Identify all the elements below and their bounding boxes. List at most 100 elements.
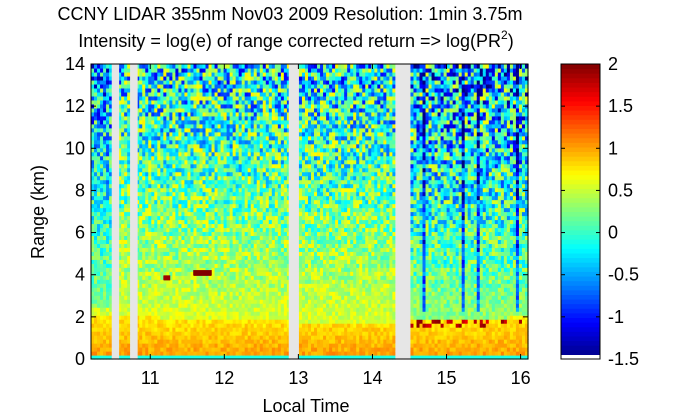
- heatmap-cell: [256, 115, 261, 121]
- heatmap-cell: [217, 195, 222, 201]
- heatmap-cell: [277, 323, 282, 328]
- heatmap-cell: [277, 243, 282, 248]
- heatmap-cell: [205, 299, 210, 304]
- heatmap-cell: [166, 83, 170, 89]
- heatmap-cell: [208, 263, 213, 268]
- heatmap-cell: [265, 167, 270, 173]
- heatmap-cell: [157, 195, 161, 201]
- heatmap-cell: [274, 83, 279, 89]
- heatmap-cell: [166, 195, 170, 201]
- heatmap-cell: [241, 179, 246, 185]
- heatmap-cell: [238, 171, 243, 177]
- heatmap-cell: [235, 299, 240, 304]
- heatmap-cell: [220, 247, 225, 252]
- heatmap-cell: [220, 87, 225, 93]
- heatmap-cell: [187, 291, 192, 296]
- heatmap-cell: [274, 123, 279, 129]
- heatmap-cell: [145, 127, 149, 133]
- heatmap-cell: [166, 175, 170, 181]
- heatmap-cell: [214, 87, 219, 93]
- heatmap-cell: [109, 203, 113, 209]
- heatmap-cell: [118, 147, 122, 153]
- heatmap-cell: [280, 275, 285, 280]
- heatmap-cell: [205, 335, 210, 340]
- heatmap-cell: [211, 327, 216, 332]
- heatmap-cell: [238, 251, 243, 256]
- heatmap-cell: [166, 271, 170, 276]
- heatmap-cell: [166, 139, 170, 145]
- heatmap-cell: [97, 211, 101, 217]
- heatmap-cell: [193, 71, 198, 77]
- heatmap-cell: [100, 115, 104, 121]
- heatmap-cell: [205, 311, 210, 316]
- heatmap-cell: [274, 191, 279, 197]
- heatmap-cell: [238, 223, 243, 229]
- heatmap-cell: [199, 115, 204, 121]
- heatmap-cell: [139, 347, 143, 352]
- heatmap-cell: [265, 255, 270, 260]
- heatmap-cell: [154, 95, 158, 101]
- heatmap-cell: [100, 283, 104, 288]
- heatmap-cell: [244, 155, 249, 161]
- heatmap-cell: [211, 67, 216, 73]
- heatmap-cell: [145, 287, 149, 292]
- heatmap-cell: [277, 347, 282, 352]
- heatmap-cell: [247, 107, 252, 113]
- heatmap-cell: [196, 95, 201, 101]
- heatmap-cell: [136, 119, 140, 125]
- heatmap-cell: [241, 295, 246, 300]
- heatmap-cell: [235, 99, 240, 105]
- heatmap-cell: [226, 163, 231, 169]
- heatmap-cell: [271, 159, 276, 165]
- heatmap-cell: [190, 231, 195, 237]
- heatmap-cell: [148, 203, 152, 209]
- heatmap-cell: [97, 339, 101, 344]
- heatmap-cell: [202, 207, 207, 213]
- heatmap-cell: [232, 83, 237, 89]
- heatmap-cell: [151, 347, 155, 352]
- heatmap-cell: [223, 151, 228, 157]
- heatmap-cell: [271, 211, 276, 217]
- heatmap-cell: [103, 279, 107, 284]
- heatmap-cell: [172, 287, 176, 292]
- heatmap-cell: [280, 119, 285, 125]
- heatmap-cell: [214, 255, 219, 260]
- heatmap-cell: [226, 287, 231, 292]
- heatmap-cell: [193, 179, 198, 185]
- heatmap-cell: [223, 247, 228, 252]
- heatmap-cell: [238, 307, 243, 312]
- heatmap-cell: [283, 295, 288, 300]
- heatmap-cell: [154, 247, 158, 252]
- heatmap-cell: [247, 287, 252, 292]
- heatmap-cell: [94, 275, 98, 280]
- heatmap-cell: [205, 327, 210, 332]
- heatmap-cell: [127, 267, 131, 272]
- heatmap-cell: [250, 207, 255, 213]
- heatmap-cell: [274, 75, 279, 81]
- heatmap-cell: [166, 143, 170, 149]
- heatmap-cell: [256, 67, 261, 73]
- heatmap-cell: [274, 307, 279, 312]
- heatmap-cell: [196, 135, 201, 141]
- heatmap-cell: [91, 227, 95, 233]
- heatmap-cell: [100, 95, 104, 101]
- heatmap-cell: [103, 64, 107, 69]
- heatmap-cell: [178, 147, 183, 153]
- heatmap-cell: [208, 351, 213, 356]
- heatmap-cell: [136, 71, 140, 77]
- heatmap-cell: [238, 287, 243, 292]
- heatmap-cell: [259, 219, 264, 225]
- heatmap-cell: [178, 107, 183, 113]
- heatmap-cell: [286, 323, 291, 328]
- heatmap-cell: [91, 175, 95, 181]
- heatmap-cell: [139, 215, 143, 221]
- heatmap-cell: [229, 243, 234, 248]
- heatmap-cell: [106, 271, 110, 276]
- heatmap-cell: [163, 283, 167, 288]
- heatmap-cell: [142, 207, 146, 213]
- heatmap-cell: [199, 183, 204, 189]
- heatmap-cell: [94, 231, 98, 237]
- heatmap-cell: [268, 103, 273, 109]
- heatmap-cell: [232, 187, 237, 193]
- heatmap-cell: [262, 75, 267, 81]
